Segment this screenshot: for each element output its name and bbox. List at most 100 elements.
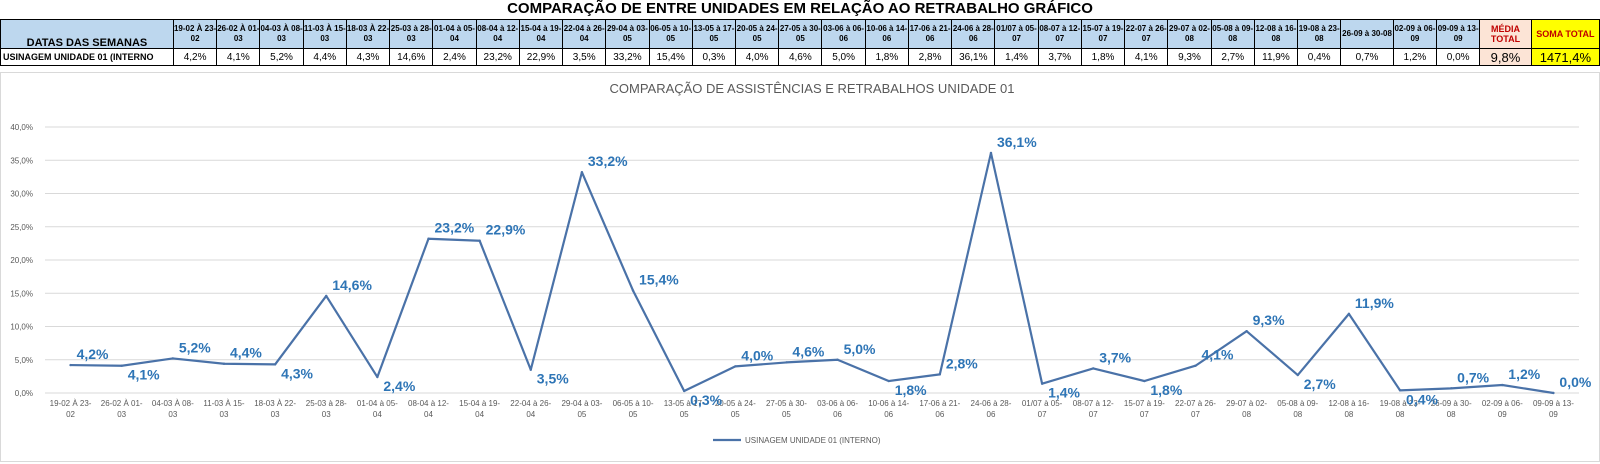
- data-point: [734, 365, 737, 368]
- data-point: [171, 357, 175, 360]
- data-label: 4,4%: [230, 345, 262, 361]
- week-value: 9,3%: [1167, 48, 1212, 66]
- data-label: 4,0%: [741, 347, 773, 363]
- data-label: 1,4%: [1048, 385, 1080, 401]
- data-label: 1,8%: [895, 382, 927, 398]
- week-header: 17-06 à 21-06: [907, 19, 953, 49]
- x-tick-label: 26-09 à 30-08: [1431, 399, 1472, 419]
- week-header: 12-08 à 16-08: [1253, 19, 1299, 49]
- series-line: [70, 151, 1554, 395]
- data-point: [1398, 389, 1402, 392]
- data-point: [1501, 383, 1504, 387]
- data-point: [785, 361, 788, 364]
- week-value: 0,4%: [1297, 48, 1342, 66]
- x-tick-label: 15-04 à 19-04: [459, 399, 500, 419]
- chart-title: COMPARAÇÃO DE ASSISTÊNCIAS E RETRABALHOS…: [609, 81, 1014, 96]
- x-tick-label: 24-06 à 28-06: [971, 399, 1012, 419]
- data-label: 4,3%: [281, 365, 313, 381]
- week-value: 36,1%: [951, 48, 996, 66]
- data-point: [989, 151, 993, 155]
- week-header: 01-04 à 05-04: [432, 19, 477, 49]
- data-point: [1245, 329, 1248, 333]
- week-header: 08-04 à 12-04: [475, 19, 520, 49]
- avg-value: 9,8%: [1479, 48, 1532, 66]
- weeks-header-row: DATAS DAS SEMANAS 19-02 À 23-02 26-02 À 0…: [0, 19, 1600, 49]
- week-value: 1,2%: [1392, 48, 1438, 66]
- week-value: 4,6%: [778, 48, 823, 66]
- week-value: 4,2%: [172, 48, 218, 66]
- week-header: 22-04 à 26-04: [562, 19, 607, 49]
- week-value: 33,2%: [605, 48, 650, 66]
- data-label: 4,6%: [792, 343, 824, 359]
- data-label: 0,7%: [1457, 369, 1489, 385]
- week-header: 25-03 à 28-03: [389, 19, 434, 49]
- chart-area: COMPARAÇÃO DE ASSISTÊNCIAS E RETRABALHOS…: [0, 72, 1600, 462]
- data-point: [273, 363, 277, 366]
- sum-header: SOMA TOTAL: [1530, 19, 1600, 49]
- data-point: [682, 389, 686, 393]
- y-tick-label: 5,0%: [15, 356, 33, 365]
- x-tick-label: 19-08 à 23-08: [1380, 399, 1421, 419]
- x-tick-label: 29-04 à 03-05: [561, 399, 602, 419]
- y-tick-label: 15,0%: [10, 289, 33, 298]
- data-label: 11,9%: [1355, 295, 1394, 311]
- week-value: 4,4%: [302, 48, 347, 66]
- week-value: 22,9%: [518, 48, 564, 66]
- week-header: 03-06 à 06-06: [821, 19, 866, 49]
- week-header: 08-07 à 12-07: [1037, 19, 1082, 49]
- week-header: 18-03 À 22-03: [345, 19, 391, 49]
- data-label: 0,0%: [1559, 374, 1591, 390]
- data-label: 22,9%: [486, 222, 526, 238]
- data-label: 3,7%: [1099, 349, 1131, 365]
- data-label: 1,8%: [1150, 382, 1182, 398]
- week-header: 22-07 à 26-07: [1124, 19, 1169, 49]
- x-tick-label: 10-06 à 14-06: [868, 399, 909, 419]
- x-tick-label: 19-02 À 23-02: [50, 399, 92, 419]
- week-value: 2,4%: [432, 48, 477, 66]
- x-tick-label: 01-04 à 05-04: [357, 399, 398, 419]
- week-value: 4,1%: [216, 48, 261, 66]
- week-header: 29-07 à 02-08: [1167, 19, 1212, 49]
- page-title: COMPARAÇÃO DE ENTRE UNIDADES EM RELAÇÃO …: [507, 0, 1093, 17]
- x-tick-label: 13-05 à 17-05: [664, 399, 705, 419]
- x-tick-label: 05-08 à 09-08: [1277, 399, 1318, 419]
- week-header: 19-08 à 23-08: [1297, 19, 1342, 49]
- data-label: 14,6%: [332, 277, 372, 293]
- x-tick-label: 06-05 à 10-05: [613, 399, 654, 419]
- data-point: [325, 294, 328, 298]
- data-label: 36,1%: [997, 134, 1037, 150]
- data-point: [1194, 364, 1197, 367]
- week-header: 06-05 à 10-05: [648, 19, 693, 49]
- week-header: 13-05 à 17-05: [691, 19, 737, 49]
- data-label: 2,7%: [1304, 376, 1336, 392]
- data-point: [1296, 373, 1299, 377]
- week-value: 1,8%: [864, 48, 909, 66]
- data-point: [427, 237, 430, 240]
- y-tick-label: 30,0%: [10, 190, 33, 199]
- data-point: [1552, 391, 1555, 395]
- data-point: [1347, 312, 1351, 316]
- data-label: 4,1%: [1202, 347, 1234, 363]
- x-tick-label: 08-04 à 12-04: [408, 399, 449, 419]
- week-value: 0,7%: [1340, 48, 1394, 66]
- week-value: 11,9%: [1253, 48, 1299, 66]
- week-header: 11-03 À 15-03: [302, 19, 347, 49]
- week-value: 2,7%: [1210, 48, 1255, 66]
- week-value: 4,0%: [735, 48, 780, 66]
- week-value: 2,8%: [907, 48, 953, 66]
- data-point: [222, 362, 226, 365]
- x-tick-label: 20-05 à 24-05: [715, 399, 756, 419]
- data-point: [376, 375, 379, 379]
- week-header: 02-09 à 06-09: [1392, 19, 1438, 49]
- week-value: 4,3%: [345, 48, 391, 66]
- week-header: 26-09 à 30-08: [1340, 19, 1394, 49]
- week-value: 0,3%: [691, 48, 737, 66]
- week-header: 15-07 à 19-07: [1080, 19, 1126, 49]
- week-value: 14,6%: [389, 48, 434, 66]
- x-tick-label: 02-09 à 06-09: [1482, 399, 1523, 419]
- y-tick-label: 20,0%: [10, 256, 33, 265]
- y-tick-label: 25,0%: [10, 223, 33, 232]
- week-header: 29-04 à 03-05: [605, 19, 650, 49]
- data-point: [1092, 367, 1095, 370]
- week-header: 19-02 À 23-02: [172, 19, 218, 49]
